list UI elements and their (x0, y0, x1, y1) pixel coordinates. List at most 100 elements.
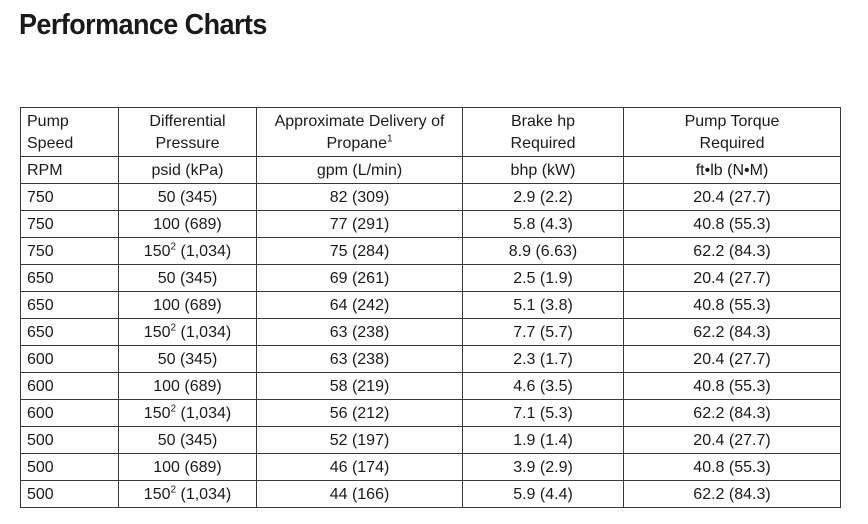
header-line: Required (510, 134, 576, 152)
table-row: 600 100 (689) 58 (219) 4.6 (3.5) 40.8 (55.3) (20, 372, 841, 400)
table-cell: 100 (689) (118, 372, 257, 400)
table-cell: 69 (261) (256, 264, 463, 292)
table-cell: 1502 (1,034) (118, 237, 257, 265)
table-row: 750 1502 (1,034) 75 (284) 8.9 (6.63) 62.2 (8… (20, 237, 841, 265)
table-cell: 56 (212) (256, 399, 463, 427)
table-cell: 50 (345) (118, 183, 257, 211)
header-line: Pressure (155, 134, 220, 152)
units-cell: gpm (L/min) (256, 156, 463, 184)
table-cell: 62.2 (84.3) (623, 480, 841, 508)
table-cell: 5.8 (4.3) (462, 210, 624, 238)
performance-table-body: Pump Speed Differential Pressure Approxi… (20, 107, 841, 508)
header-line: Pump (27, 112, 69, 130)
footnote-marker: 1 (386, 133, 393, 145)
header-cell-delivery-of-propane: Approximate Delivery of Propane1 (256, 107, 463, 157)
table-cell: 58 (219) (256, 372, 463, 400)
table-cell: 77 (291) (256, 210, 463, 238)
header-line: Pump Torque (684, 112, 780, 130)
table-cell: 40.8 (55.3) (623, 210, 841, 238)
table-cell: 1502 (1,034) (118, 318, 257, 346)
table-cell: 650 (20, 291, 119, 319)
table-cell: 650 (20, 318, 119, 346)
table-cell: 1502 (1,034) (118, 480, 257, 508)
table-units-row: RPM psid (kPa) gpm (L/min) bhp (kW) ft•l… (20, 156, 841, 184)
table-cell: 100 (689) (118, 453, 257, 481)
table-cell: 62.2 (84.3) (623, 318, 841, 346)
table-cell: 40.8 (55.3) (623, 453, 841, 481)
table-cell: 500 (20, 480, 119, 508)
header-cell-brake-hp: Brake hp Required (462, 107, 624, 157)
footnote-marker: 2 (170, 322, 177, 334)
table-cell: 100 (689) (118, 210, 257, 238)
table-cell: 82 (309) (256, 183, 463, 211)
table-cell: 1.9 (1.4) (462, 426, 624, 454)
table-row: 750 100 (689) 77 (291) 5.8 (4.3) 40.8 (55.3) (20, 210, 841, 238)
units-cell: psid (kPa) (118, 156, 257, 184)
table-row: 650 100 (689) 64 (242) 5.1 (3.8) 40.8 (55.3) (20, 291, 841, 319)
header-cell-pump-speed: Pump Speed (20, 107, 119, 157)
header-line: Required (699, 134, 765, 152)
table-row: 500 50 (345) 52 (197) 1.9 (1.4) 20.4 (27.7) (20, 426, 841, 454)
table-cell: 750 (20, 210, 119, 238)
table-cell: 75 (284) (256, 237, 463, 265)
table-cell: 500 (20, 453, 119, 481)
table-cell: 500 (20, 426, 119, 454)
units-cell: bhp (kW) (462, 156, 624, 184)
header-line: Differential (149, 112, 226, 130)
footnote-marker: 2 (170, 403, 177, 415)
table-cell: 2.9 (2.2) (462, 183, 624, 211)
table-row: 600 1502 (1,034) 56 (212) 7.1 (5.3) 62.2 (84… (20, 399, 841, 427)
units-cell: ft•lb (N•M) (623, 156, 841, 184)
table-cell: 100 (689) (118, 291, 257, 319)
table-cell: 20.4 (27.7) (623, 183, 841, 211)
header-line: Approximate Delivery of (274, 112, 445, 130)
table-cell: 20.4 (27.7) (623, 345, 841, 373)
header-cell-pump-torque: Pump Torque Required (623, 107, 841, 157)
table-cell: 50 (345) (118, 264, 257, 292)
units-cell: RPM (20, 156, 119, 184)
performance-table: Pump Speed Differential Pressure Approxi… (20, 107, 841, 508)
table-cell: 64 (242) (256, 291, 463, 319)
table-cell: 46 (174) (256, 453, 463, 481)
table-cell: 63 (238) (256, 345, 463, 373)
header-cell-differential-pressure: Differential Pressure (118, 107, 257, 157)
table-cell: 40.8 (55.3) (623, 291, 841, 319)
table-cell: 63 (238) (256, 318, 463, 346)
table-cell: 20.4 (27.7) (623, 426, 841, 454)
table-cell: 52 (197) (256, 426, 463, 454)
table-cell: 7.7 (5.7) (462, 318, 624, 346)
table-header-row: Pump Speed Differential Pressure Approxi… (20, 107, 841, 157)
table-cell: 1502 (1,034) (118, 399, 257, 427)
page-title: Performance Charts (19, 9, 267, 41)
table-cell: 62.2 (84.3) (623, 237, 841, 265)
table-cell: 20.4 (27.7) (623, 264, 841, 292)
table-cell: 650 (20, 264, 119, 292)
header-line: Speed (27, 134, 74, 152)
table-cell: 5.9 (4.4) (462, 480, 624, 508)
table-row: 600 50 (345) 63 (238) 2.3 (1.7) 20.4 (27.7) (20, 345, 841, 373)
table-row: 650 50 (345) 69 (261) 2.5 (1.9) 20.4 (27.7) (20, 264, 841, 292)
header-line: Propane1 (326, 133, 393, 152)
table-cell: 2.3 (1.7) (462, 345, 624, 373)
table-cell: 750 (20, 183, 119, 211)
table-cell: 4.6 (3.5) (462, 372, 624, 400)
table-row: 500 100 (689) 46 (174) 3.9 (2.9) 40.8 (55.3) (20, 453, 841, 481)
table-cell: 8.9 (6.63) (462, 237, 624, 265)
table-row: 750 50 (345) 82 (309) 2.9 (2.2) 20.4 (27.7) (20, 183, 841, 211)
table-row: 650 1502 (1,034) 63 (238) 7.7 (5.7) 62.2 (84… (20, 318, 841, 346)
table-cell: 600 (20, 372, 119, 400)
table-cell: 7.1 (5.3) (462, 399, 624, 427)
table-cell: 3.9 (2.9) (462, 453, 624, 481)
footnote-marker: 2 (170, 241, 177, 253)
header-line: Brake hp (510, 112, 576, 130)
table-cell: 62.2 (84.3) (623, 399, 841, 427)
table-cell: 600 (20, 345, 119, 373)
table-cell: 600 (20, 399, 119, 427)
table-cell: 750 (20, 237, 119, 265)
table-cell: 2.5 (1.9) (462, 264, 624, 292)
table-cell: 40.8 (55.3) (623, 372, 841, 400)
table-cell: 5.1 (3.8) (462, 291, 624, 319)
table-cell: 50 (345) (118, 345, 257, 373)
footnote-marker: 2 (170, 484, 177, 496)
table-cell: 44 (166) (256, 480, 463, 508)
